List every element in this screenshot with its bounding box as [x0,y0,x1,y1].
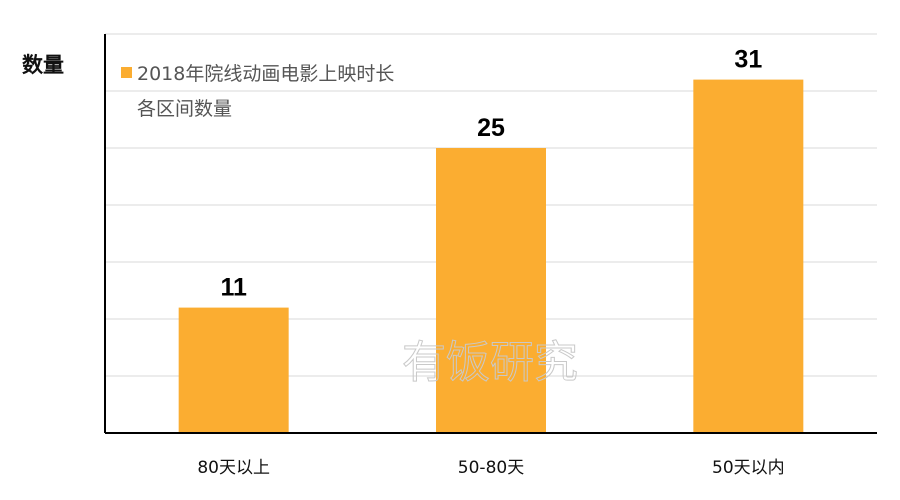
bar-1 [178,307,289,433]
y-axis-title: 数量 [22,53,64,77]
legend-label-line1: 2018年院线动画电影上映时长 [137,63,394,85]
x-tick-label-3: 50天以内 [712,458,785,478]
x-tick-label-2: 50-80天 [458,458,524,478]
data-label-1: 11 [220,274,247,302]
data-label-2: 25 [477,114,505,142]
bar-3 [693,79,804,433]
bar-2 [436,148,546,433]
data-label-3: 31 [734,46,762,74]
data-labels: 11 25 31 [220,46,762,302]
bars [178,79,804,433]
x-tick-labels: 80天以上 50-80天 50天以内 [197,458,784,478]
watermark: 有饭研究 [402,337,578,388]
legend-swatch [121,67,132,78]
legend-label-line2: 各区间数量 [137,98,232,120]
x-tick-label-1: 80天以上 [197,458,270,478]
legend: 2018年院线动画电影上映时长 各区间数量 [121,63,394,120]
